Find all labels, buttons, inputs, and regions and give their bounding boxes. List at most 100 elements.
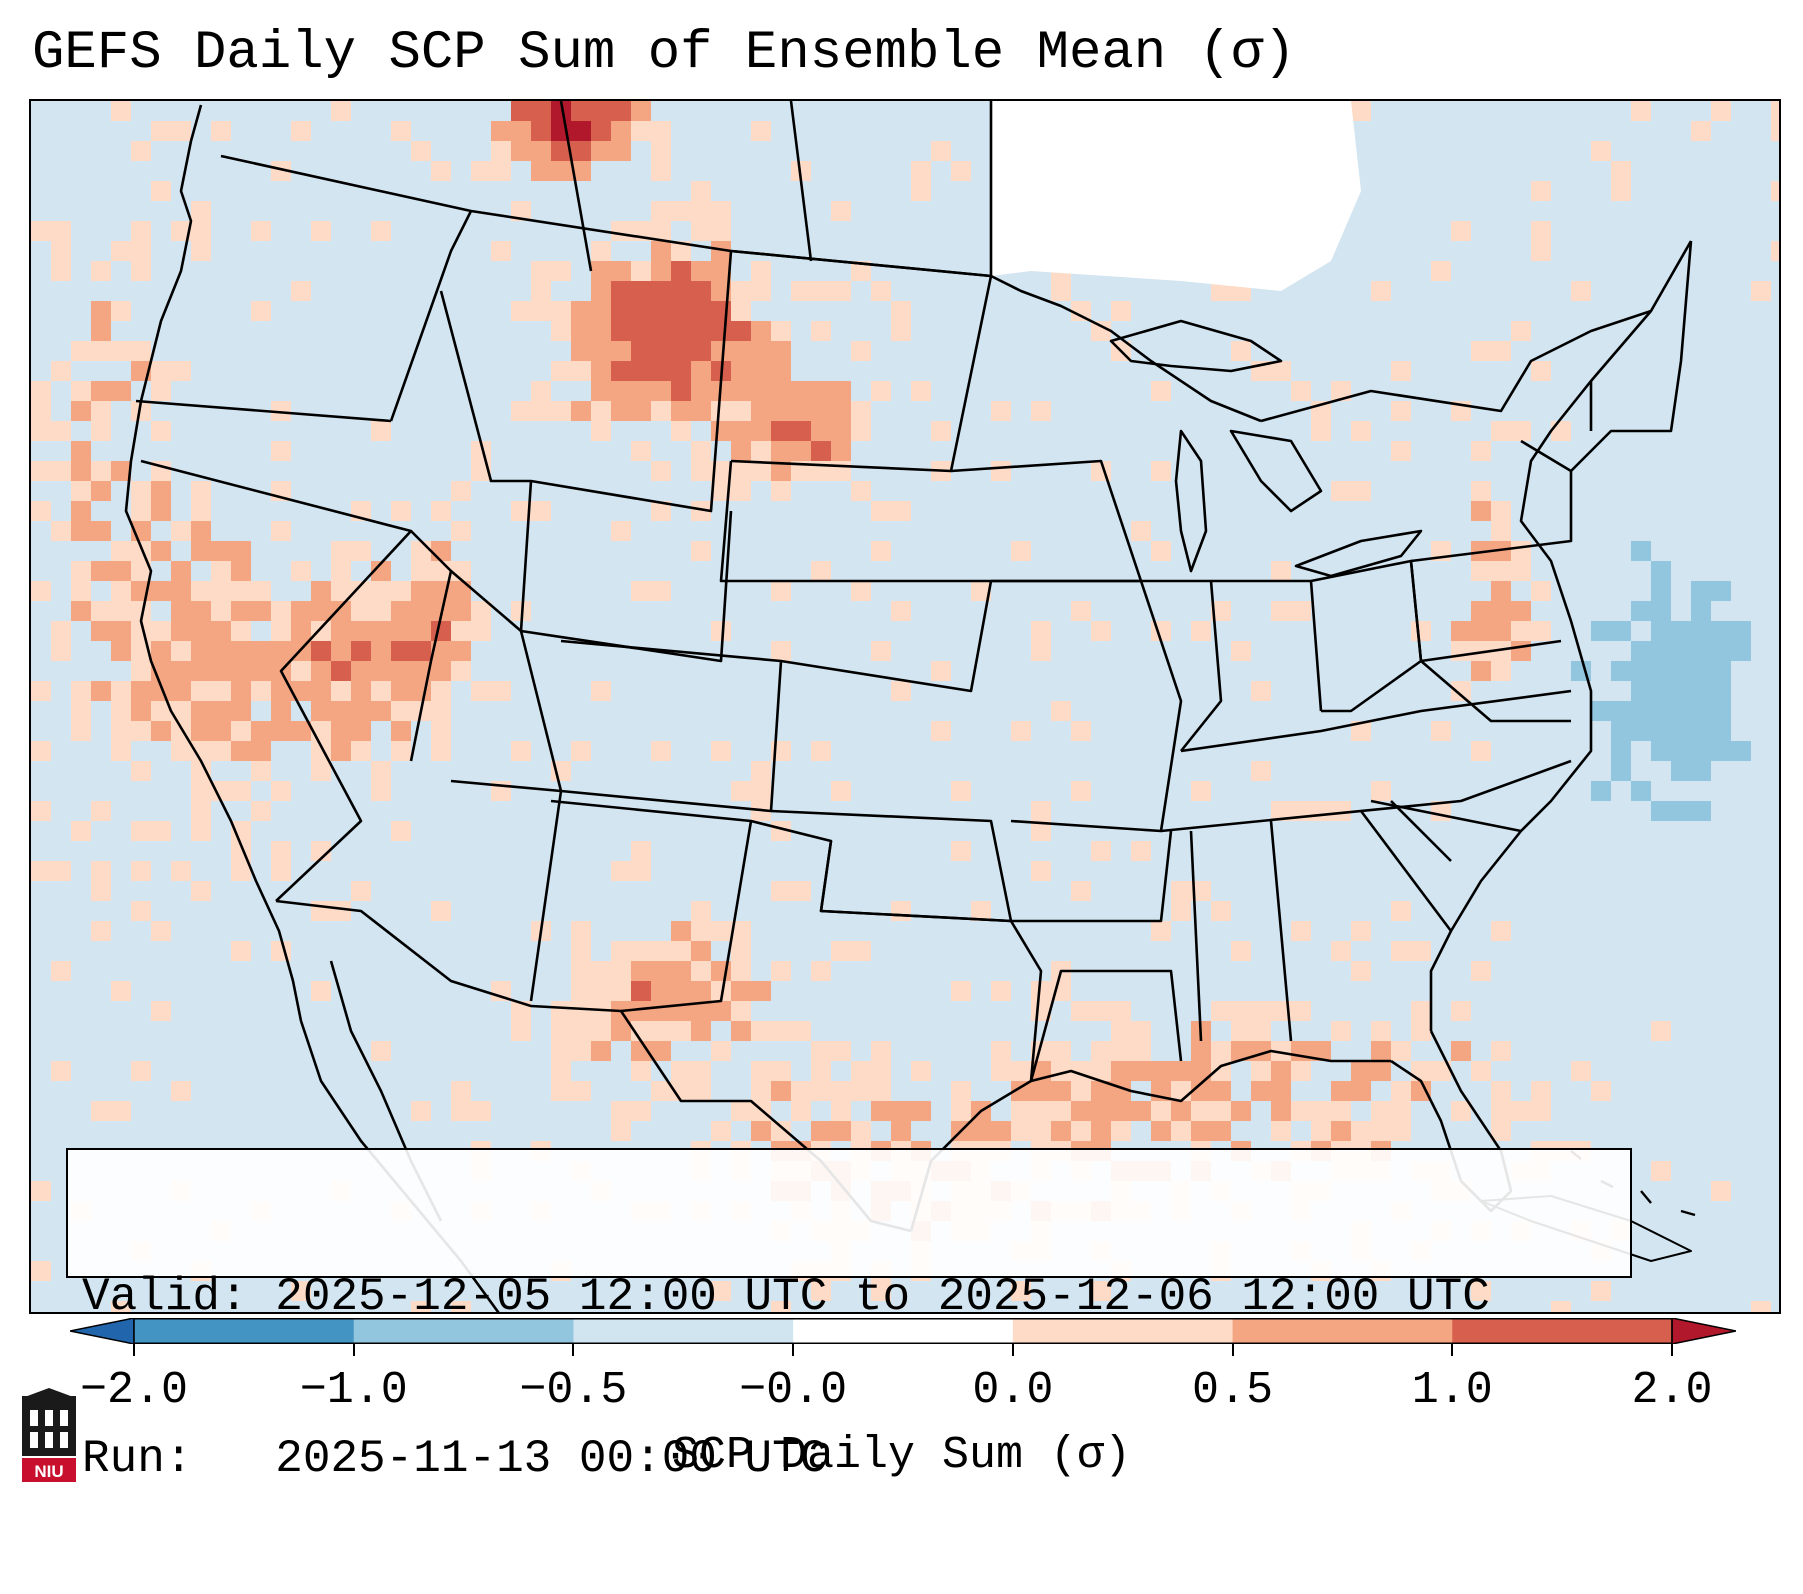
- state-line-co: [560, 639, 783, 813]
- anomaly-cell: [1511, 421, 1531, 441]
- anomaly-cell: [851, 1121, 871, 1141]
- anomaly-cell: [271, 401, 291, 421]
- anomaly-cell: [1651, 681, 1671, 701]
- anomaly-cell: [571, 1021, 591, 1041]
- anomaly-cell: [651, 301, 671, 321]
- anomaly-cell: [1491, 501, 1511, 521]
- anomaly-cell: [1131, 1021, 1151, 1041]
- anomaly-cell: [891, 321, 911, 341]
- anomaly-cell: [651, 461, 671, 481]
- anomaly-cell: [651, 941, 671, 961]
- anomaly-cell: [431, 901, 451, 921]
- anomaly-cell: [1151, 921, 1171, 941]
- anomaly-cell: [891, 601, 911, 621]
- anomaly-cell: [1491, 601, 1511, 621]
- anomaly-cell: [531, 281, 551, 301]
- anomaly-cell: [771, 381, 791, 401]
- anomaly-cell: [1391, 1101, 1411, 1121]
- anomaly-cell: [231, 781, 251, 801]
- anomaly-cell: [1291, 1001, 1311, 1021]
- anomaly-cell: [291, 601, 311, 621]
- anomaly-cell: [671, 381, 691, 401]
- anomaly-cell: [571, 921, 591, 941]
- anomaly-cell: [631, 1021, 651, 1041]
- anomaly-cell: [451, 641, 471, 661]
- anomaly-cell: [371, 1041, 391, 1061]
- anomaly-cell: [731, 481, 751, 501]
- anomaly-cell: [1071, 601, 1091, 621]
- anomaly-cell: [551, 1021, 571, 1041]
- gulf-coastline: [909, 1049, 1391, 1232]
- anomaly-cell: [251, 721, 271, 741]
- anomaly-cell: [431, 701, 451, 721]
- anomaly-cell: [71, 441, 91, 461]
- anomaly-cell: [691, 441, 711, 461]
- anomaly-cell: [71, 481, 91, 501]
- anomaly-cell: [231, 541, 251, 561]
- anomaly-cell: [1211, 1121, 1231, 1141]
- anomaly-cell: [71, 561, 91, 581]
- anomaly-cell: [451, 1301, 471, 1312]
- anomaly-cell: [1351, 1121, 1371, 1141]
- anomaly-cell: [631, 381, 651, 401]
- anomaly-cell: [551, 1061, 571, 1081]
- anomaly-cell: [971, 581, 991, 601]
- anomaly-cell: [731, 1001, 751, 1021]
- anomaly-cell: [371, 561, 391, 581]
- anomaly-cell: [151, 581, 171, 601]
- anomaly-cell: [1091, 841, 1111, 861]
- anomaly-cell: [791, 461, 811, 481]
- anomaly-cell: [1531, 221, 1551, 241]
- anomaly-cell: [151, 701, 171, 721]
- anomaly-cell: [271, 841, 291, 861]
- anomaly-cell: [1591, 701, 1611, 721]
- anomaly-cell: [1511, 641, 1531, 661]
- anomaly-cell: [631, 341, 651, 361]
- anomaly-cell: [1611, 701, 1631, 721]
- anomaly-cell: [271, 721, 291, 741]
- anomaly-cell: [1651, 561, 1671, 581]
- anomaly-cell: [731, 401, 751, 421]
- anomaly-cell: [871, 1101, 891, 1121]
- colorbar-tick-label: 1.0: [1411, 1365, 1493, 1416]
- anomaly-cell: [831, 281, 851, 301]
- anomaly-cell: [1051, 1081, 1071, 1101]
- anomaly-cell: [1611, 621, 1631, 641]
- anomaly-cell: [771, 441, 791, 461]
- anomaly-cell: [711, 341, 731, 361]
- anomaly-cell: [31, 1181, 51, 1201]
- anomaly-cell: [711, 741, 731, 761]
- anomaly-cell: [811, 1121, 831, 1141]
- anomaly-cell: [491, 681, 511, 701]
- anomaly-cell: [431, 741, 451, 761]
- anomaly-cell: [1651, 581, 1671, 601]
- anomaly-cell: [671, 321, 691, 341]
- anomaly-cell: [1711, 741, 1731, 761]
- anomaly-cell: [231, 741, 251, 761]
- anomaly-cell: [351, 641, 371, 661]
- anomaly-cell: [1431, 1061, 1451, 1081]
- anomaly-cell: [191, 521, 211, 541]
- anomaly-cell: [1191, 881, 1211, 901]
- anomaly-cell: [1311, 1041, 1331, 1061]
- map-svg: [31, 101, 1779, 1312]
- anomaly-cell: [731, 941, 751, 961]
- anomaly-cell: [1491, 1101, 1511, 1121]
- anomaly-cell: [1071, 1081, 1091, 1101]
- state-line-al-ga: [1189, 810, 1453, 1042]
- anomaly-cell: [711, 921, 731, 941]
- anomaly-cell: [491, 161, 511, 181]
- anomaly-cell: [951, 1081, 971, 1101]
- anomaly-cell: [1551, 421, 1571, 441]
- anomaly-cell: [171, 681, 191, 701]
- anomaly-cell: [911, 1101, 931, 1121]
- anomaly-cell: [1211, 1001, 1231, 1021]
- anomaly-cell: [1011, 1061, 1031, 1081]
- anomaly-cell: [1391, 1081, 1411, 1101]
- anomaly-cell: [1651, 721, 1671, 741]
- anomaly-cell: [311, 901, 331, 921]
- anomaly-cell: [1491, 561, 1511, 581]
- lake-superior: [1109, 319, 1283, 373]
- anomaly-cell: [151, 541, 171, 561]
- anomaly-cell: [1091, 321, 1111, 341]
